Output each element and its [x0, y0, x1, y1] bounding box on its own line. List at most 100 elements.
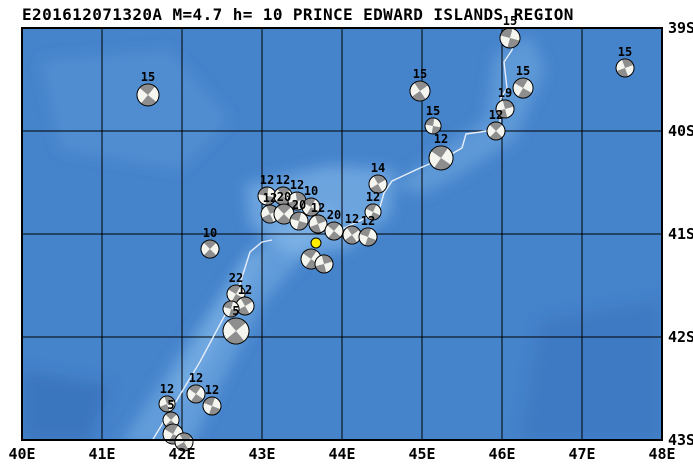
focal-mechanism	[273, 186, 293, 206]
beachball-quadrant	[489, 131, 503, 140]
focal-mechanism	[260, 204, 280, 224]
depth-label: 12	[361, 214, 375, 228]
focal-mechanism	[235, 296, 255, 316]
beachball-quadrant	[327, 222, 340, 232]
beachball-quadrant	[373, 175, 386, 185]
depth-label: 20	[327, 208, 341, 222]
focal-mechanism	[342, 225, 362, 245]
depth-label: 15	[503, 14, 517, 28]
beachball-quadrant	[226, 331, 245, 345]
focal-mechanism	[136, 83, 160, 107]
focal-mechanism	[308, 214, 328, 234]
beachball-quadrant	[344, 235, 358, 245]
beachball-quadrant	[237, 306, 250, 315]
beachball-quadrant	[277, 186, 290, 196]
beachball-quadrant	[188, 384, 202, 394]
focal-mechanism-layer	[136, 27, 635, 452]
beachball-quadrant	[261, 214, 274, 224]
focal-mechanism	[314, 254, 334, 274]
focal-mechanism	[222, 300, 240, 318]
event-epicenter-marker	[310, 237, 322, 249]
focal-mechanism	[174, 432, 194, 452]
beachball-quadrant	[295, 192, 306, 202]
depth-label: 12	[276, 173, 290, 187]
beachball-quadrant	[370, 184, 383, 194]
depth-label: 12	[238, 283, 252, 297]
depth-label: 14	[371, 161, 385, 175]
beachball-quadrant	[346, 226, 360, 236]
focal-mechanism	[301, 197, 321, 217]
focal-mechanism	[200, 239, 220, 259]
latitude-label: 39S	[668, 19, 693, 37]
bathymetry-patch	[22, 370, 110, 440]
focal-mechanism	[409, 80, 431, 102]
beachball-quadrant	[203, 249, 217, 259]
depth-label: 20	[277, 190, 291, 204]
depth-label: 22	[229, 271, 243, 285]
latitude-label: 42S	[668, 328, 693, 346]
depth-label: 12	[311, 201, 325, 215]
focal-mechanism	[364, 203, 382, 221]
depth-label: 12	[489, 108, 503, 122]
plate-boundary-line	[461, 35, 515, 149]
latitude-label: 43S	[668, 431, 693, 449]
focal-mechanism	[324, 221, 344, 241]
depth-label: 20	[292, 198, 306, 212]
beachball-quadrant	[514, 78, 529, 89]
longitude-label: 42E	[168, 445, 195, 463]
focal-mechanism	[512, 77, 534, 99]
bathymetry-patch	[520, 299, 662, 440]
beachball-quadrant	[302, 249, 317, 260]
beachball-quadrant	[164, 424, 179, 435]
beachball-quadrant	[176, 441, 189, 451]
depth-label: 12	[263, 191, 277, 205]
depth-label: 12	[160, 382, 174, 396]
beachball-quadrant	[369, 211, 381, 220]
beachball-quadrant	[411, 91, 426, 102]
depth-label: 12	[434, 132, 448, 146]
focal-mechanism	[486, 121, 506, 141]
beachball-quadrant	[276, 204, 292, 215]
focal-mechanism	[499, 27, 521, 49]
beachball-quadrant	[227, 318, 246, 332]
beachball-quadrant	[203, 240, 217, 250]
beachball-quadrant	[434, 157, 451, 170]
focal-mechanism	[495, 99, 515, 119]
depth-label: 15	[618, 45, 632, 59]
beachball-quadrant	[140, 94, 157, 106]
beachball-quadrant	[240, 296, 253, 306]
depth-label: 12	[260, 173, 274, 187]
focal-mechanism	[158, 395, 176, 413]
focal-mechanism	[222, 317, 250, 345]
beachball-quadrant	[303, 198, 316, 208]
beachball-quadrant	[518, 88, 532, 99]
depth-label: 5	[167, 398, 174, 412]
plot-title: E201612071320A M=4.7 h= 10 PRINCE EDWARD…	[22, 5, 574, 24]
depth-label: 12	[290, 178, 304, 192]
depth-label: 5	[232, 304, 239, 318]
focal-mechanism	[287, 191, 307, 211]
depth-label: 12	[345, 212, 359, 226]
depth-label: 15	[141, 70, 155, 84]
beachball-quadrant	[489, 122, 503, 131]
depth-label: 15	[413, 67, 427, 81]
latitude-label: 41S	[668, 225, 693, 243]
depth-label: 15	[426, 104, 440, 118]
bathymetry-patch	[395, 35, 545, 195]
depth-label: 10	[304, 184, 318, 198]
beachball-quadrant	[266, 205, 279, 215]
depth-label: 12	[205, 383, 219, 397]
beachball-quadrant	[431, 145, 448, 158]
longitude-label: 46E	[488, 445, 515, 463]
beachball-quadrant	[190, 393, 204, 403]
beachball-quadrant	[425, 117, 435, 126]
depth-label: 12	[189, 371, 203, 385]
beachball-quadrant	[228, 285, 241, 295]
beachball-quadrant	[276, 214, 292, 225]
beachball-quadrant	[139, 83, 156, 95]
focal-mechanism	[615, 58, 635, 78]
beachball-quadrant	[306, 207, 319, 217]
focal-mechanism	[424, 117, 442, 135]
